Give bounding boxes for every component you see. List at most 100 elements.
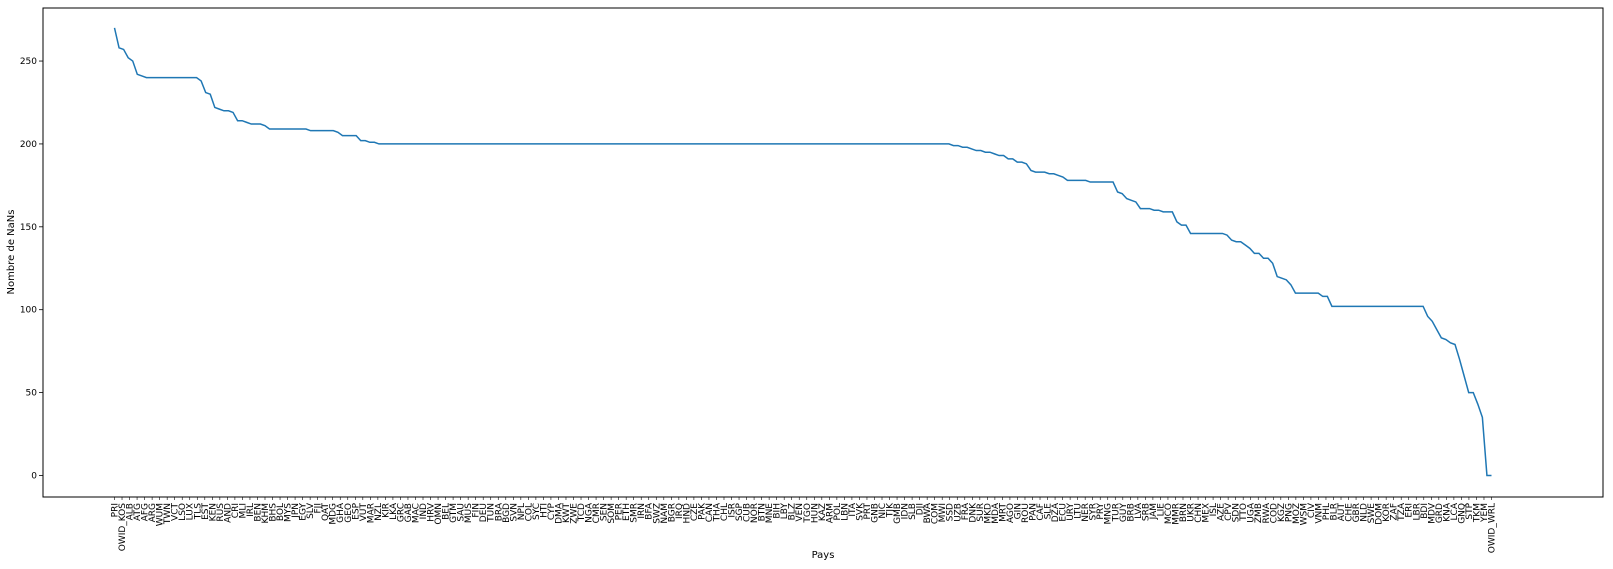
x-tick-label: MMR <box>1171 503 1181 525</box>
x-tick-label: ETH <box>622 503 632 521</box>
x-tick-label: KHM <box>261 503 271 523</box>
x-tick-label: TWN <box>163 503 173 525</box>
x-tick-label: VUT <box>359 503 369 522</box>
x-tick-label: LBN <box>840 503 850 521</box>
x-tick-label: HTI <box>539 503 549 518</box>
x-tick-label: GBR <box>1352 503 1362 522</box>
x-tick-label: AGO <box>1006 503 1016 523</box>
x-tick-label: BEL <box>442 503 452 520</box>
x-tick-label: TUR <box>1111 503 1121 522</box>
x-tick-label: ERI <box>1405 503 1415 518</box>
x-tick-label: KIR <box>381 503 391 518</box>
x-tick-label: VNM <box>1314 503 1324 524</box>
x-tick-label: FRA <box>961 502 971 520</box>
x-tick-label: CHL <box>720 503 730 521</box>
x-tick-label: BFA <box>645 502 655 520</box>
x-tick-label: SGP <box>735 502 745 521</box>
x-tick-label: MDG <box>329 503 339 525</box>
x-tick-label: BRA <box>494 502 504 521</box>
x-tick-label: CYP <box>547 502 557 520</box>
x-tick-label: GIN <box>1013 503 1023 519</box>
x-tick-label: OWID_KOS <box>118 503 128 552</box>
x-tick-label: MWI <box>938 503 948 522</box>
x-tick-label: SLV <box>306 502 316 519</box>
x-tick-label: PRT <box>863 503 873 520</box>
x-tick-label: NLD <box>1360 503 1370 522</box>
y-tick-label: 0 <box>31 471 37 481</box>
x-tick-label: MLI <box>238 503 248 518</box>
x-tick-label: NZL <box>374 503 384 521</box>
x-tick-label: DMA <box>554 502 564 524</box>
x-tick-label: STP <box>1465 502 1475 519</box>
x-tick-label: SWZ <box>652 503 662 524</box>
y-axis-title: Nombre de NaNs <box>6 210 17 295</box>
x-tick-label: PER <box>615 503 625 520</box>
x-tick-label: BRN <box>1179 503 1189 522</box>
x-tick-label: GEO <box>344 503 354 523</box>
x-tick-label: TUN <box>487 503 497 523</box>
x-tick-label: IDN <box>901 503 911 519</box>
x-tick-label: AND <box>223 503 233 523</box>
x-tick-label: TTO <box>1239 503 1249 522</box>
x-tick-label: BWA <box>923 502 933 523</box>
x-tick-label: LTU <box>1074 503 1084 519</box>
x-tick-label: MKD <box>983 503 993 524</box>
x-tick-label: DZA <box>1051 502 1061 522</box>
x-tick-label: KOR <box>1382 503 1392 522</box>
x-tick-label: EGY <box>299 503 309 521</box>
x-tick-label: BRB <box>1126 503 1136 522</box>
x-tick-label: KGZ <box>1277 503 1287 522</box>
x-tick-label: PRI <box>111 503 121 517</box>
x-tick-label: GHA <box>336 502 346 523</box>
y-tick-label: 150 <box>20 223 37 233</box>
x-tick-label: TJK <box>886 502 896 518</box>
x-tick-label: LBR <box>1412 503 1422 520</box>
x-tick-label: LVA <box>1134 502 1144 519</box>
x-tick-label: NIC <box>878 503 888 519</box>
y-tick-label: 50 <box>26 389 38 399</box>
x-tick-label: ATG <box>133 503 143 521</box>
x-tick-label: TKM <box>1472 503 1482 523</box>
x-tick-label: BHS <box>269 503 279 522</box>
x-tick-label: GRC <box>396 503 406 522</box>
x-tick-label: CZE <box>690 503 700 521</box>
x-tick-label: FIN <box>472 503 482 518</box>
x-tick-label: LBY <box>780 503 790 520</box>
x-tick-label: ZMB <box>1254 503 1264 523</box>
x-tick-label: SVN <box>509 503 519 522</box>
x-tick-label: BGD <box>502 503 512 523</box>
x-tick-label: HUN <box>810 503 820 523</box>
x-tick-label: BLR <box>1329 503 1339 520</box>
x-tick-label: UZB <box>953 503 963 522</box>
x-tick-label: HRV <box>427 502 437 522</box>
y-tick-label: 250 <box>20 57 37 67</box>
x-tick-label: ROU <box>1021 503 1031 523</box>
x-tick-label: KWT <box>562 503 572 523</box>
x-tick-label: ITA <box>848 502 858 516</box>
x-tick-label: MAR <box>366 503 376 523</box>
x-tick-label: BTN <box>758 503 768 521</box>
x-tick-label: NER <box>1081 503 1091 522</box>
plot-area <box>42 7 1604 498</box>
x-tick-label: ESP <box>351 502 361 519</box>
x-tick-label: THA <box>712 502 722 522</box>
x-tick-label: SEN <box>600 503 610 521</box>
x-tick-label: PRY <box>1096 503 1106 520</box>
x-tick-label: GNB <box>870 503 880 523</box>
x-tick-label: CHE <box>1345 503 1355 522</box>
x-tick-label: GAB <box>404 503 414 522</box>
x-tick-label: DOM <box>1375 503 1385 525</box>
x-tick-label: SYR <box>1089 503 1099 520</box>
x-tick-label: CPV <box>1224 502 1234 521</box>
x-tick-label: CAF <box>1036 503 1046 521</box>
x-tick-label: NOR <box>750 503 760 523</box>
x-tick-label: EST <box>201 503 211 520</box>
x-tick-label: COD <box>1269 503 1279 523</box>
x-tick-label: IRQ <box>675 503 685 519</box>
x-tick-label: BIH <box>773 503 783 519</box>
x-tick-label: PHL <box>1322 503 1332 520</box>
x-tick-label: MEX <box>1202 503 1212 523</box>
x-tick-label: ALB <box>126 503 136 520</box>
x-tick-label: MAC <box>411 503 421 523</box>
